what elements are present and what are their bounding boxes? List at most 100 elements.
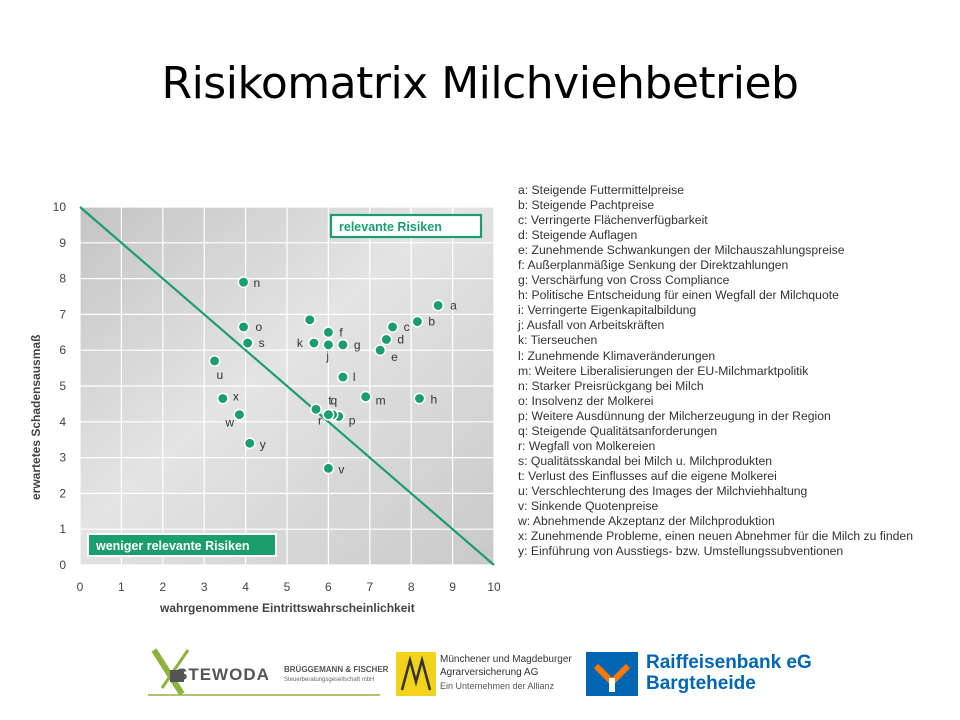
y-axis-label: erwartetes Schadensausmaß — [29, 335, 43, 500]
risk-legend: a: Steigende Futtermittelpreise b: Steige… — [518, 183, 948, 559]
legend-entry: l: Zunehmende Klimaveränderungen — [518, 348, 716, 363]
legend-entry: s: Qualitätsskandal bei Milch u. Milchpr… — [518, 453, 773, 468]
point-label-a: a — [450, 298, 457, 312]
point-label-y: y — [260, 437, 266, 451]
legend-entry: a: Steigende Futtermittelpreise — [518, 183, 684, 197]
y-tick-label: 0 — [59, 558, 66, 572]
annotation-relevant: relevante Risiken — [329, 213, 483, 239]
y-tick-label: 3 — [59, 451, 66, 465]
point-r — [310, 403, 322, 416]
y-tick-label: 8 — [59, 272, 66, 286]
point-label-s: s — [259, 336, 265, 350]
x-tick-label: 2 — [159, 580, 166, 594]
x-tick-label: 1 — [118, 580, 125, 594]
insurer-line2: Agrarversicherung AG — [440, 667, 539, 678]
legend-entry: k: Tierseuchen — [518, 333, 598, 348]
point-u — [208, 354, 221, 367]
point-label-k: k — [297, 336, 304, 350]
x-tick-label: 5 — [284, 580, 291, 594]
risk-matrix-chart: relevante Risiken weniger relevante Risi… — [29, 200, 501, 615]
point-f — [322, 326, 335, 339]
y-tick-label: 2 — [59, 486, 66, 500]
point-x — [216, 392, 229, 405]
x-tick-label: 6 — [325, 580, 332, 594]
legend-entry: i: Verringerte Eigenkapitalbildung — [518, 303, 697, 318]
point-label-f: f — [339, 325, 343, 339]
point-a — [432, 299, 445, 312]
point-v — [322, 462, 335, 475]
point-label-d: d — [397, 332, 404, 346]
x-tick-label: 3 — [201, 580, 208, 594]
point-n — [237, 276, 250, 289]
x-tick-label: 4 — [242, 580, 249, 594]
x-tick-label: 8 — [408, 580, 415, 594]
x-tick-label: 10 — [487, 580, 501, 594]
stewoda-sub: Steuerberatungsgesellschaft mbH — [284, 677, 375, 683]
x-tick-label: 9 — [449, 580, 456, 594]
legend-entry: w: Abnehmende Akzeptanz der Milchprodukt… — [518, 514, 775, 529]
point-label-t: t — [328, 394, 332, 408]
point-label-v: v — [338, 462, 344, 476]
grid — [79, 206, 495, 566]
point-label-u: u — [217, 368, 224, 382]
x-tick-labels: 0 1 2 3 4 5 6 7 8 9 10 — [77, 580, 501, 594]
stewoda-logo: STEWODA BRÜGGEMANN & FISCHER Steuerberat… — [148, 648, 388, 696]
legend-entry: j: Ausfall von Arbeitskräften — [518, 318, 665, 333]
y-tick-label: 6 — [59, 343, 66, 357]
y-tick-label: 10 — [53, 200, 67, 214]
legend-entry: p: Weitere Ausdünnung der Milcherzeugung… — [518, 408, 831, 423]
point-y — [243, 437, 256, 450]
point-d — [380, 333, 393, 346]
point-label-o: o — [256, 320, 263, 334]
legend-entry: h: Politische Entscheidung für einen Weg… — [518, 288, 839, 303]
point-label-n: n — [254, 276, 261, 290]
point-label-b: b — [428, 315, 435, 329]
point-j — [322, 338, 335, 351]
point-label-r: r — [318, 413, 322, 427]
point-label-j: j — [325, 349, 329, 363]
stewoda-firm: BRÜGGEMANN & FISCHER — [284, 665, 389, 674]
point-label-x: x — [233, 390, 239, 404]
point-s — [241, 337, 254, 349]
annotation-less-relevant: weniger relevante Risiken — [87, 533, 277, 557]
legend-entry: o: Insolvenz der Molkerei — [518, 393, 654, 408]
legend-entry: v: Sinkende Quotenpreise — [518, 498, 659, 513]
point-h — [413, 392, 426, 405]
y-tick-label: 9 — [59, 236, 66, 250]
stewoda-name: STEWODA — [176, 665, 270, 684]
annotation-less-relevant-text: weniger relevante Risiken — [95, 539, 250, 553]
slide-title: Risikomatrix Milchviehbetrieb — [161, 58, 799, 109]
point-label-w: w — [224, 416, 234, 430]
x-tick-label: 0 — [77, 580, 84, 594]
legend-entry: d: Steigende Auflagen — [518, 228, 638, 243]
y-tick-labels: 0 1 2 3 4 5 6 7 8 9 10 — [53, 200, 67, 572]
legend-entry: r: Wegfall von Molkereien — [518, 438, 656, 453]
diagonal-line — [79, 206, 495, 566]
point-label-c: c — [404, 320, 410, 334]
y-tick-label: 1 — [59, 522, 66, 536]
y-tick-label: 5 — [59, 379, 66, 393]
point-label-m: m — [376, 394, 386, 408]
point-label-e: e — [391, 350, 398, 364]
legend-entry: y: Einführung von Ausstiegs- bzw. Umstel… — [518, 544, 844, 559]
legend-entry: e: Zunehmende Schwankungen der Milchausz… — [518, 243, 845, 258]
legend-entry: n: Starker Preisrückgang bei Milch — [518, 378, 704, 393]
x-tick-label: 7 — [366, 580, 373, 594]
bank-logo: Raiffeisenbank eG Bargteheide — [586, 652, 816, 696]
x-axis-label: wahrgenommene Eintrittswahrscheinlichkei… — [159, 601, 415, 615]
legend-entry: t: Verlust des Einflusses auf die eigene… — [518, 468, 777, 483]
point-i — [303, 313, 316, 326]
point-b — [411, 315, 424, 328]
bank-emblem — [586, 652, 638, 696]
point-e — [374, 344, 387, 357]
legend-entry: f: Außerplanmäßige Senkung der Direktzah… — [518, 258, 789, 273]
point-label-p: p — [349, 413, 356, 427]
y-tick-label: 4 — [59, 415, 66, 429]
insurer-logo: Münchener und Magdeburger Agrarversicher… — [396, 652, 572, 696]
point-l — [336, 371, 349, 383]
insurer-line3: Ein Unternehmen der Allianz — [440, 681, 555, 691]
point-o — [237, 320, 250, 333]
legend-entry: u: Verschlechterung des Images der Milch… — [518, 483, 808, 498]
bank-line2: Bargteheide — [646, 673, 756, 694]
legend-entry: g: Verschärfung von Cross Compliance — [518, 273, 730, 288]
